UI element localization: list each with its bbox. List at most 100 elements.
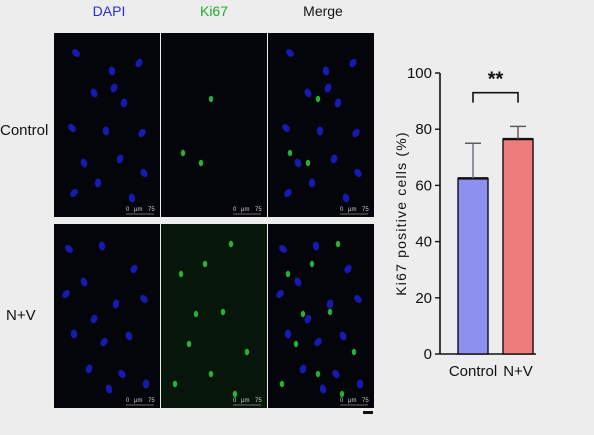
- nucleus: [339, 331, 347, 341]
- ki67-signal: [279, 380, 285, 388]
- nucleus: [314, 337, 322, 347]
- row-label-nv: N+V: [6, 307, 36, 324]
- y-tick-label: 0: [424, 346, 432, 363]
- column-label-dapi: DAPI: [92, 3, 126, 19]
- nucleus: [70, 188, 78, 198]
- nucleus: [90, 88, 98, 98]
- scale-label: μm: [134, 207, 142, 213]
- nucleus: [72, 49, 80, 57]
- nucleus: [332, 369, 340, 379]
- column-label-merge: Merge: [303, 3, 343, 19]
- ki67-signal: [293, 340, 299, 348]
- nucleus: [276, 289, 284, 299]
- ki67-signal: [172, 380, 178, 388]
- nucleus: [62, 289, 70, 299]
- nucleus: [354, 294, 362, 304]
- significance-label: **: [488, 69, 504, 91]
- y-tick-label: 20: [415, 290, 432, 307]
- nucleus: [80, 277, 88, 287]
- nucleus: [308, 178, 316, 188]
- nucleus: [354, 168, 362, 178]
- nucleus: [326, 299, 334, 309]
- ki67-signal: [285, 270, 291, 278]
- ki67-signal: [287, 149, 293, 157]
- scale-label: μm: [348, 398, 356, 404]
- ki67-signal: [232, 390, 238, 398]
- ki67-bar-chart: 0 20 40 60 80 100 Ki67 positive cells (%) Contr…: [393, 65, 536, 380]
- ki67-signal: [315, 95, 321, 103]
- panel-control-dapi: 0 μm 75: [54, 33, 160, 217]
- nucleus: [105, 384, 113, 394]
- nucleus: [140, 294, 148, 304]
- nucleus: [349, 58, 357, 68]
- nucleus: [138, 128, 146, 138]
- nucleus: [319, 384, 327, 394]
- scale-label: 0: [340, 398, 344, 404]
- panel-control-ki67: 0 μm 75: [161, 33, 267, 217]
- nucleus: [342, 193, 350, 203]
- ki67-signal: [178, 270, 184, 278]
- nucleus: [94, 178, 102, 188]
- bar-n-v: [502, 138, 534, 355]
- scale-label: 0: [233, 207, 237, 213]
- ki67-signal: [186, 340, 192, 348]
- nucleus: [102, 126, 110, 136]
- scale-label: 0: [340, 207, 344, 213]
- panel-control-merge: 0 μm 75: [268, 33, 374, 217]
- nucleus: [142, 379, 150, 389]
- nucleus: [80, 158, 88, 168]
- scale-label: 0: [126, 398, 130, 404]
- ki67-signal: [339, 390, 345, 398]
- panel-nv-dapi: 0 μm 75: [54, 224, 160, 408]
- nucleus: [125, 331, 133, 341]
- ki67-signal: [208, 95, 214, 103]
- nucleus: [299, 364, 307, 374]
- nucleus: [284, 188, 292, 198]
- nucleus: [284, 329, 292, 339]
- ki67-signal: [208, 370, 214, 378]
- ki67-signal: [244, 348, 250, 356]
- panel-nv-ki67: 0 μm 75: [161, 224, 267, 408]
- scale-label: 75: [255, 207, 262, 213]
- nucleus: [344, 264, 352, 274]
- scale-label: 75: [362, 398, 369, 404]
- nucleus: [98, 241, 106, 251]
- scale-label: 75: [148, 398, 155, 404]
- nucleus: [330, 154, 338, 164]
- nucleus: [135, 58, 143, 68]
- scale-bar: [363, 411, 373, 414]
- nucleus: [110, 83, 118, 93]
- ki67-signal: [309, 260, 315, 268]
- nucleus: [286, 49, 294, 57]
- ki67-signal: [335, 240, 341, 248]
- nucleus: [324, 83, 332, 93]
- ki67-signal: [180, 149, 186, 157]
- ki67-signal: [327, 308, 333, 316]
- y-tick-label: 80: [415, 121, 432, 138]
- nucleus: [120, 98, 128, 108]
- nucleus: [304, 314, 312, 324]
- y-axis-label: Ki67 positive cells (%): [393, 131, 409, 296]
- scale-label: 0: [126, 207, 130, 213]
- ki67-signal: [228, 240, 234, 248]
- nucleus: [112, 299, 120, 309]
- nucleus: [100, 337, 108, 347]
- ki67-signal: [305, 159, 311, 167]
- scale-label: 75: [255, 398, 262, 404]
- nucleus: [334, 98, 342, 108]
- nucleus: [316, 126, 324, 136]
- scale-label: μm: [348, 207, 356, 213]
- nucleus: [304, 88, 312, 98]
- ki67-signal: [300, 310, 306, 318]
- nucleus: [312, 241, 320, 251]
- nucleus: [294, 277, 302, 287]
- nucleus: [128, 193, 136, 203]
- y-tick-label: 60: [415, 177, 432, 194]
- scale-label: 0: [233, 398, 237, 404]
- bar-control: [457, 177, 489, 355]
- scale-label: 75: [148, 207, 155, 213]
- nucleus: [130, 264, 138, 274]
- ki67-signal: [220, 308, 226, 316]
- nucleus: [65, 245, 73, 253]
- significance-bracket: [472, 91, 519, 103]
